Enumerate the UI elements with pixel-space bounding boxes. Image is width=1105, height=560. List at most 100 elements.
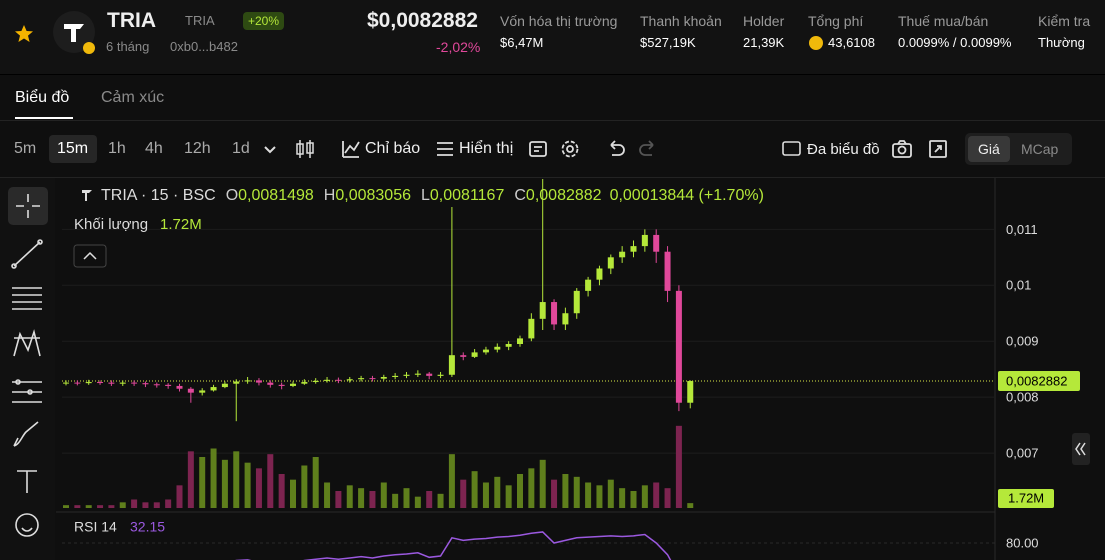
volume-bar: [460, 479, 467, 508]
candle-body: [562, 313, 569, 325]
volume-bar: [448, 454, 455, 508]
address[interactable]: 0xb0...b482: [170, 39, 238, 54]
interval-active-bg: [49, 135, 97, 163]
collapse-icon: [83, 251, 97, 260]
volume-bar: [403, 488, 410, 508]
replay-icon[interactable]: [528, 139, 548, 159]
candle-body: [267, 382, 274, 385]
volume-bar: [312, 457, 319, 508]
tabs: Biểu đồ Cảm xúc: [0, 75, 1105, 121]
rsi-tick-label: 80.00: [1006, 535, 1039, 550]
panel-toggle-icon: [1075, 442, 1086, 456]
legend-key: L: [421, 187, 430, 204]
volume-bar: [482, 482, 489, 508]
settings-icon[interactable]: [560, 139, 580, 159]
chevron[interactable]: [262, 141, 278, 157]
y-tick-label: 0,009: [1006, 334, 1039, 349]
mode-active-bg: [968, 136, 1010, 162]
candle-body: [573, 290, 580, 314]
candle-body: [482, 349, 489, 353]
volume-bar: [687, 503, 694, 508]
volume-bar: [414, 496, 421, 508]
candle-body: [664, 251, 671, 291]
mode[interactable]: MCap: [1021, 141, 1059, 157]
ticker: TRIA: [185, 13, 215, 28]
fullscreen-icon[interactable]: [928, 139, 948, 159]
volume-bar: [369, 491, 376, 508]
indicator-icon[interactable]: [341, 139, 361, 159]
volume-tag: 1.72M: [1008, 490, 1044, 505]
legend-logo: [82, 190, 92, 201]
display[interactable]: Hiển thị: [459, 140, 514, 157]
stat-value: Thường: [1038, 35, 1085, 50]
tab[interactable]: Biểu đồ: [15, 89, 70, 106]
rsi-label: RSI 14: [74, 519, 117, 535]
rsi-line: [235, 531, 672, 560]
candle-body: [641, 234, 648, 247]
volume-bar: [131, 499, 138, 508]
stat-value: 43,6108: [828, 35, 875, 50]
drawing-tools[interactable]: [11, 194, 43, 537]
candle-body: [675, 290, 682, 403]
stat-value: 21,39K: [743, 35, 785, 50]
star[interactable]: [14, 24, 34, 44]
volume-bar: [255, 468, 262, 508]
volume-bar: [187, 451, 194, 508]
interval[interactable]: 15m: [57, 140, 89, 157]
candle-body: [607, 257, 614, 269]
volume-bar: [97, 505, 104, 508]
stat-label: Kiểm tra: [1038, 13, 1091, 29]
display-icon[interactable]: [435, 139, 455, 159]
legend-value: 0,0083056: [335, 187, 411, 204]
volume-bar: [176, 485, 183, 508]
stat-label: Vốn hóa thị trường: [500, 13, 618, 29]
volume-bar: [494, 476, 501, 508]
multi-chart[interactable]: Đa biểu đồ: [807, 141, 880, 158]
redo-icon[interactable]: [638, 139, 658, 159]
candle-body: [448, 355, 455, 375]
candle-body: [596, 268, 603, 280]
camera-icon[interactable]: [892, 139, 912, 159]
indicators[interactable]: Chỉ báo: [365, 140, 421, 157]
undo-icon[interactable]: [606, 139, 626, 159]
volume-bar: [596, 485, 603, 508]
candle-icon[interactable]: [295, 138, 315, 160]
legend-value: 0,0081167: [430, 187, 505, 204]
header: TRIA TRIA +20% 6 tháng 0xb0...b482 $0,00…: [0, 0, 1105, 75]
volume-bar: [153, 502, 160, 508]
price-tag-bg: [998, 371, 1080, 392]
candle-body: [471, 352, 478, 357]
candle-body: [187, 388, 194, 393]
badge: +20%: [243, 12, 285, 30]
interval[interactable]: 5m: [14, 140, 37, 157]
volume-bar: [301, 465, 308, 508]
candle-body: [131, 382, 138, 384]
volume-bar: [346, 485, 353, 508]
chart: 0,011 0,01 0,009 0,008 0,007 80.00 RSI 14 32.15…: [0, 178, 1090, 560]
interval[interactable]: 1d: [232, 140, 250, 157]
volume-bar: [199, 457, 206, 508]
stat-label: Thanh khoản: [640, 13, 722, 29]
tab[interactable]: Cảm xúc: [101, 89, 165, 106]
volume-bar: [517, 474, 523, 508]
rsi-pane: [62, 531, 995, 560]
volume-label: Khối lượng: [74, 216, 148, 233]
candle-body: [414, 373, 421, 375]
interval[interactable]: 4h: [145, 140, 163, 157]
volume-bar: [573, 476, 580, 508]
mode[interactable]: Giá: [978, 141, 1000, 157]
volume-bar: [505, 485, 512, 508]
candle-body: [324, 379, 331, 381]
collapse-button[interactable]: [73, 244, 107, 268]
volume-bar: [74, 505, 81, 508]
candle-body: [97, 382, 104, 384]
interval[interactable]: 1h: [108, 140, 126, 157]
token-logo: [53, 11, 95, 54]
candle-body: [176, 385, 183, 389]
candle-body: [517, 338, 523, 344]
interval[interactable]: 12h: [184, 140, 211, 157]
y-tick-label: 0,011: [1006, 222, 1038, 237]
candle-body: [165, 384, 172, 386]
multi-icon[interactable]: [782, 141, 802, 157]
